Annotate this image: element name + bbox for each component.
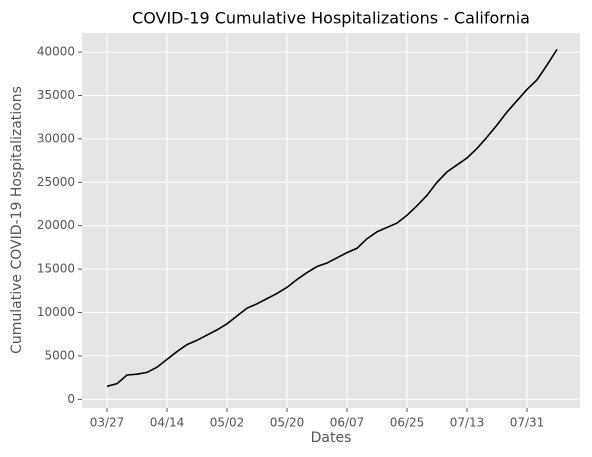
y-tick-label: 15000: [37, 262, 75, 276]
x-axis-label: Dates: [311, 430, 352, 446]
y-tick-label: 20000: [37, 218, 75, 232]
x-tick-label: 07/31: [510, 416, 545, 430]
line: [106, 49, 558, 388]
x-tick-label: 07/13: [450, 416, 485, 430]
chart-title: COVID-19 Cumulative Hospitalizations - C…: [132, 9, 530, 28]
x-tick-label: 06/07: [330, 416, 365, 430]
y-tick-label: 35000: [37, 88, 75, 102]
y-tick-label: 40000: [37, 45, 75, 59]
y-tick-label: 10000: [37, 305, 75, 319]
y-tick-label: 5000: [44, 348, 75, 362]
y-tick-label: 25000: [37, 175, 75, 189]
x-tick-label: 05/02: [210, 416, 245, 430]
x-tick-label: 05/20: [270, 416, 305, 430]
y-tick-label: 30000: [37, 131, 75, 145]
x-tick-label: 04/14: [150, 416, 185, 430]
y-axis-label: Cumulative COVID-19 Hospitalizations: [9, 86, 25, 354]
y-tick-label: 0: [67, 392, 75, 406]
x-tick-label: 03/27: [90, 416, 125, 430]
x-tick-label: 06/25: [390, 416, 425, 430]
plot-area: [82, 33, 580, 408]
